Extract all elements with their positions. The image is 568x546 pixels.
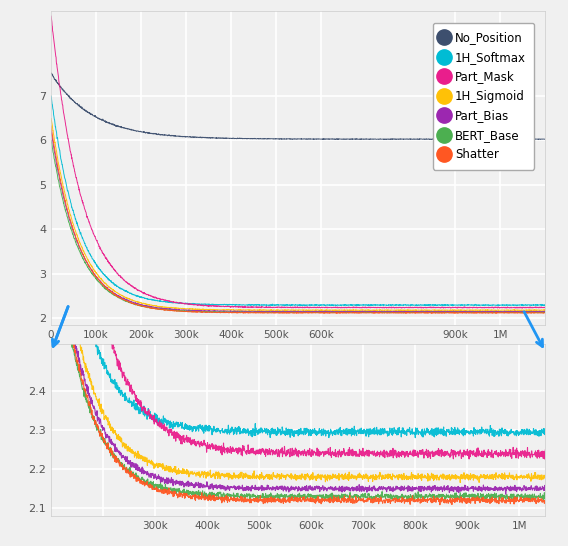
Legend: No_Position, 1H_Softmax, Part_Mask, 1H_Sigmoid, Part_Bias, BERT_Base, Shatter: No_Position, 1H_Softmax, Part_Mask, 1H_S…: [433, 23, 534, 170]
